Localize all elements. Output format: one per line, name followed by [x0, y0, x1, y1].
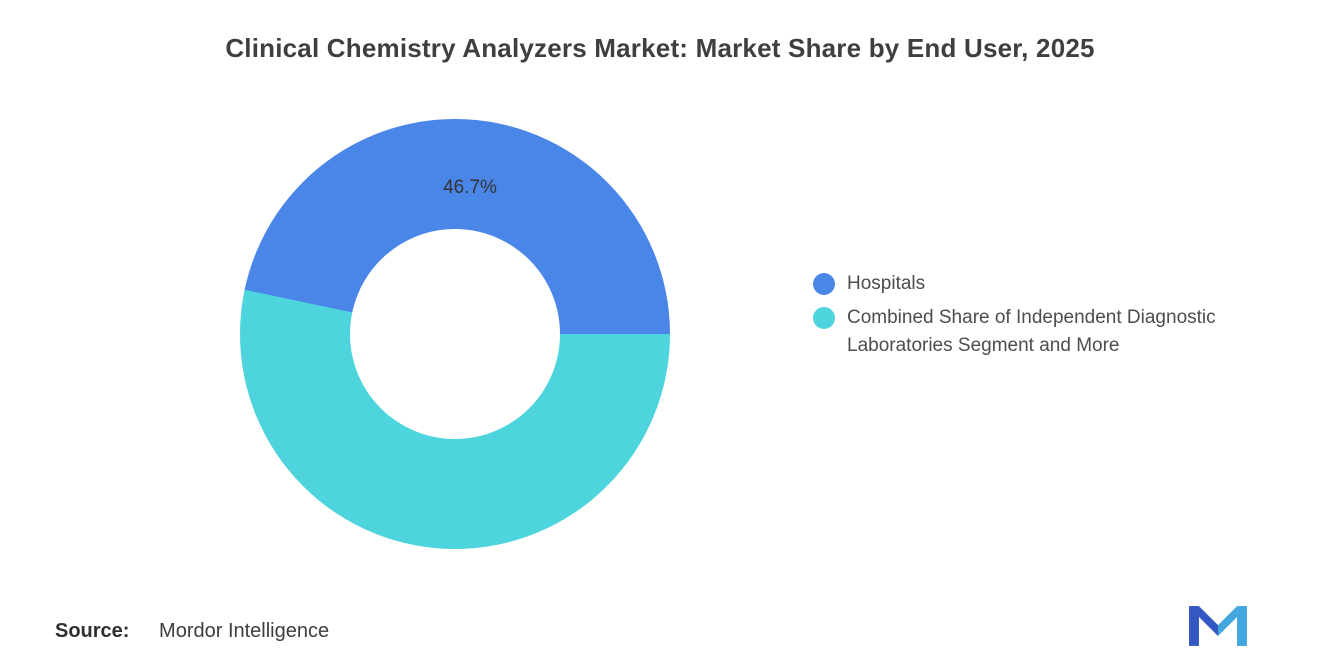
donut-chart: 46.7% — [240, 119, 670, 549]
source-value: Mordor Intelligence — [159, 620, 330, 642]
legend: Hospitals Combined Share of Independent … — [813, 270, 1288, 360]
legend-label-hospitals: Hospitals — [847, 273, 926, 294]
legend-label-combined-share: Combined Share of Independent Diagnostic… — [847, 307, 1216, 356]
source-row: Source: Mordor Intelligence — [55, 620, 329, 643]
legend-dot — [813, 273, 835, 295]
donut-hole — [350, 229, 560, 439]
legend-dot — [813, 307, 835, 329]
source-label: Source: — [55, 620, 130, 642]
mordor-intelligence-logo-icon — [1189, 606, 1247, 646]
legend-item-hospitals: Hospitals — [813, 270, 1288, 298]
slice-label-hospitals: 46.7% — [443, 177, 497, 198]
legend-item-combined-share: Combined Share of Independent Diagnostic… — [813, 304, 1288, 360]
chart-title: Clinical Chemistry Analyzers Market: Mar… — [225, 33, 1095, 63]
